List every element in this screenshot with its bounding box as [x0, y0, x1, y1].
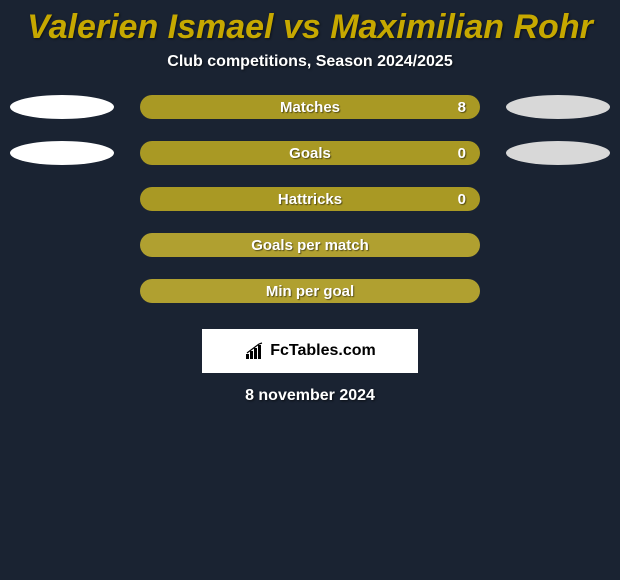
player-right-ellipse — [506, 141, 610, 165]
stat-label: Hattricks — [278, 191, 342, 208]
stat-label: Min per goal — [266, 283, 354, 300]
player-left-ellipse — [10, 141, 114, 165]
stat-label: Goals per match — [251, 237, 369, 254]
comparison-title: Valerien Ismael vs Maximilian Rohr — [0, 0, 620, 53]
stat-label: Goals — [289, 145, 331, 162]
date-text: 8 november 2024 — [0, 387, 620, 405]
season-subtitle: Club competitions, Season 2024/2025 — [0, 53, 620, 95]
stat-value: 8 — [458, 99, 466, 116]
stat-row: Goals per match — [10, 233, 610, 257]
stat-bar: Matches 8 — [140, 95, 480, 119]
chart-icon — [244, 342, 266, 360]
logo-text: FcTables.com — [270, 342, 376, 360]
stat-row: Min per goal — [10, 279, 610, 303]
stat-bar: Goals 0 — [140, 141, 480, 165]
stat-value: 0 — [458, 145, 466, 162]
stat-row: Goals 0 — [10, 141, 610, 165]
stat-bar: Goals per match — [140, 233, 480, 257]
stat-bar: Min per goal — [140, 279, 480, 303]
stat-value: 0 — [458, 191, 466, 208]
stat-label: Matches — [280, 99, 340, 116]
stats-container: Matches 8 Goals 0 Hattricks 0 Goals per match M… — [0, 95, 620, 303]
player-left-ellipse — [10, 95, 114, 119]
player-right-ellipse — [506, 95, 610, 119]
logo-box: FcTables.com — [202, 329, 418, 373]
stat-row: Matches 8 — [10, 95, 610, 119]
stat-bar: Hattricks 0 — [140, 187, 480, 211]
stat-row: Hattricks 0 — [10, 187, 610, 211]
